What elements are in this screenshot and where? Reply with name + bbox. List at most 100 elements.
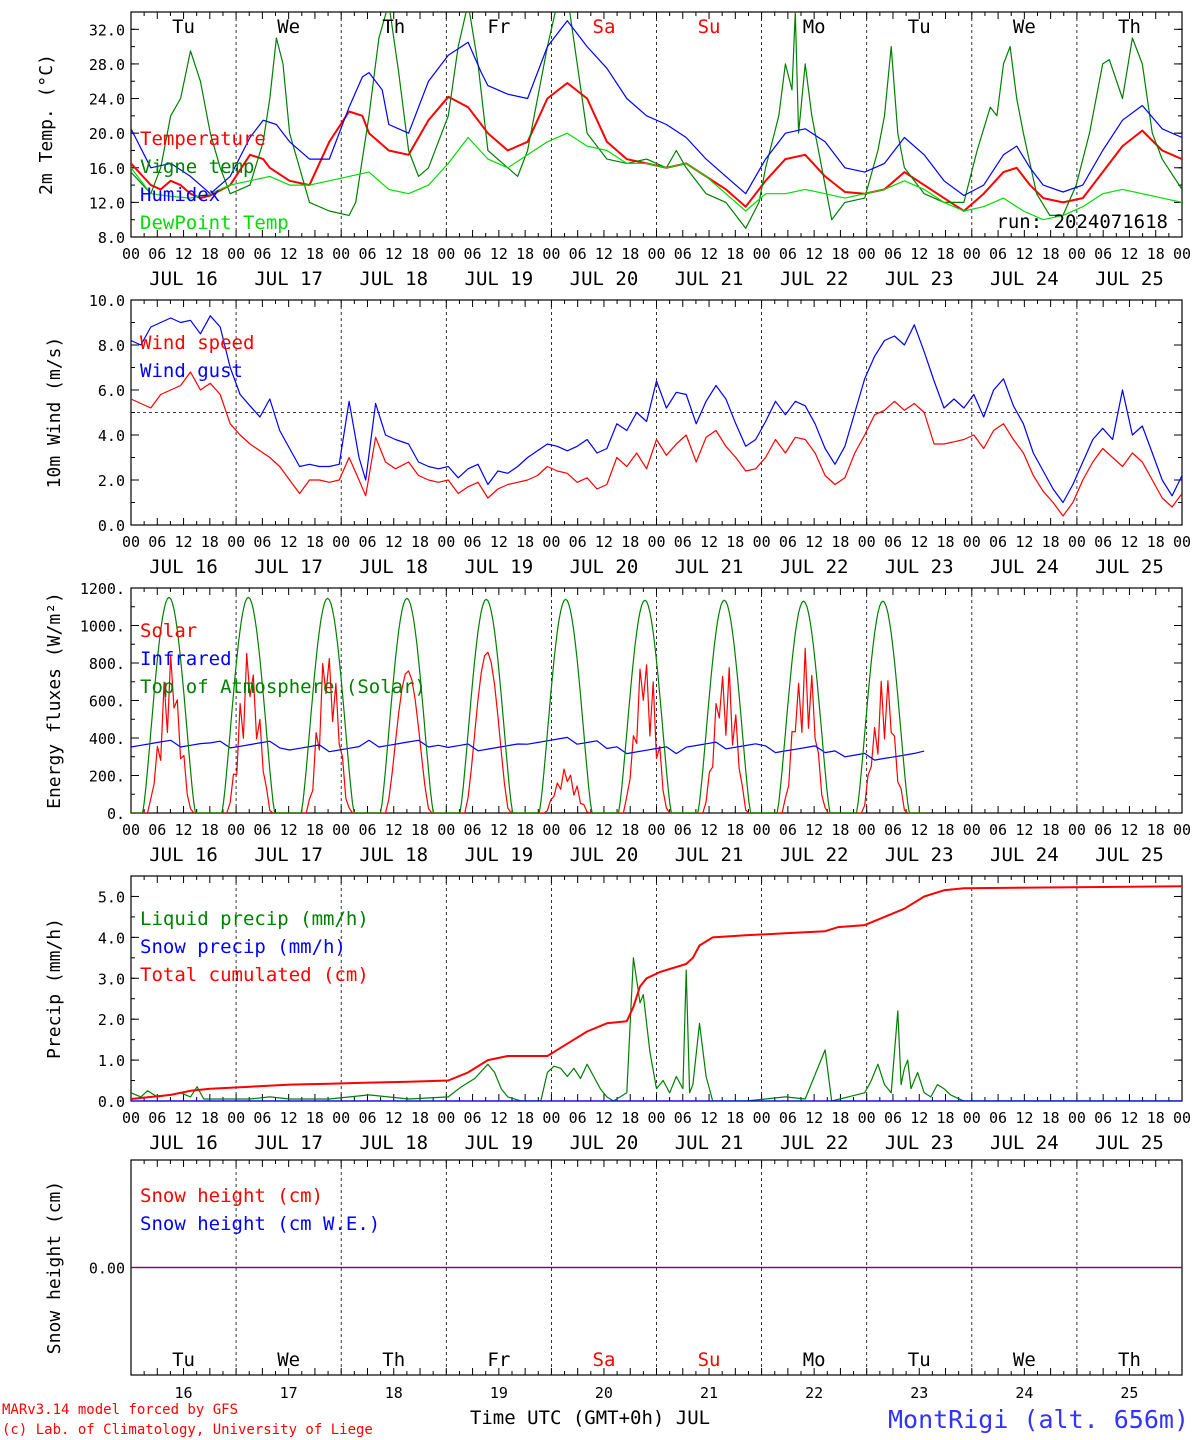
hour-tick-label: 18	[936, 245, 954, 263]
hour-tick-label: 18	[306, 1109, 324, 1127]
hour-tick-label: 00	[332, 245, 350, 263]
y-tick-label: 0.	[107, 805, 125, 823]
hour-tick-label: 00	[858, 821, 876, 839]
hour-tick-label: 00	[1068, 245, 1086, 263]
legend-entry: Top of Atmosphere (Solar)	[140, 676, 426, 698]
date-label: JUL 23	[885, 844, 954, 866]
hour-tick-label: 06	[989, 245, 1007, 263]
date-label: JUL 17	[254, 844, 323, 866]
hour-tick-label: 12	[910, 533, 928, 551]
hour-tick-label: 00	[227, 245, 245, 263]
hour-tick-label: 12	[490, 821, 508, 839]
hour-tick-label: 12	[1015, 245, 1033, 263]
date-label: JUL 22	[780, 1132, 849, 1154]
hour-tick-label: 00	[1173, 821, 1191, 839]
day-name-label: Th	[382, 1349, 405, 1371]
hour-tick-label: 00	[122, 533, 140, 551]
y-tick-label: 4.0	[98, 929, 125, 947]
hour-tick-label: 18	[516, 821, 534, 839]
chart-panel-1: 8.0 12.0 16.0 20.0 24.0 28.0 32.0 2m Temp. (°C)…	[36, 11, 1191, 290]
date-label: JUL 17	[254, 556, 323, 578]
hour-tick-label: 06	[1094, 1109, 1112, 1127]
date-label: JUL 18	[359, 556, 428, 578]
y-axis-label: 2m Temp. (°C)	[36, 54, 57, 195]
location-title: MontRigi (alt. 656m)	[888, 1405, 1189, 1434]
hour-tick-label: 00	[227, 821, 245, 839]
hour-tick-label: 00	[542, 821, 560, 839]
y-tick-label: 4.0	[98, 427, 125, 445]
date-label: JUL 23	[885, 1132, 954, 1154]
y-tick-label: 3.0	[98, 970, 125, 988]
hour-tick-label: 12	[910, 1109, 928, 1127]
day-number-label: 22	[805, 1384, 823, 1402]
date-label: JUL 21	[675, 844, 744, 866]
hour-tick-label: 00	[1068, 1109, 1086, 1127]
hour-tick-label: 00	[647, 245, 665, 263]
hour-tick-label: 00	[963, 245, 981, 263]
hour-tick-label: 12	[1120, 821, 1138, 839]
hour-tick-label: 00	[647, 821, 665, 839]
date-label: JUL 16	[149, 1132, 218, 1154]
hour-tick-label: 12	[385, 1109, 403, 1127]
series-line-total-cumulated-cm-	[131, 885, 1182, 1100]
y-tick-label: 6.0	[98, 382, 125, 400]
legend-entry: Wind speed	[140, 332, 254, 354]
series-group	[131, 596, 925, 813]
legend-entry: Snow precip (mm/h)	[140, 936, 346, 958]
legend-entry: Wind gust	[140, 360, 243, 382]
day-name-label: Th	[1118, 1349, 1141, 1371]
hour-tick-label: 00	[332, 1109, 350, 1127]
series-line-liquid-precip-mm-h-	[131, 957, 1182, 1101]
hour-tick-label: 12	[595, 245, 613, 263]
series-line-humidex	[131, 20, 1182, 197]
hour-tick-label: 00	[963, 533, 981, 551]
day-number-label: 23	[910, 1384, 928, 1402]
chart-panel-3: 0. 200. 400. 600. 800. 1000. 1200. Energy fluxe…	[44, 580, 1191, 866]
hour-tick-label: 12	[280, 245, 298, 263]
date-label: JUL 25	[1095, 268, 1164, 290]
date-label: JUL 18	[359, 268, 428, 290]
hour-tick-label: 06	[779, 821, 797, 839]
date-label: JUL 24	[990, 556, 1059, 578]
date-label: JUL 20	[570, 268, 639, 290]
hour-tick-label: 06	[779, 533, 797, 551]
hour-tick-label: 06	[884, 533, 902, 551]
date-label: JUL 25	[1095, 1132, 1164, 1154]
hour-tick-label: 12	[385, 533, 403, 551]
hour-tick-label: 00	[542, 1109, 560, 1127]
day-name-label: Su	[698, 16, 721, 38]
date-label: JUL 25	[1095, 556, 1164, 578]
plot-frame	[130, 587, 1183, 814]
hour-tick-label: 06	[464, 245, 482, 263]
date-label: JUL 24	[990, 268, 1059, 290]
date-label: JUL 20	[570, 556, 639, 578]
hour-tick-label: 18	[936, 1109, 954, 1127]
hour-tick-label: 06	[358, 245, 376, 263]
hour-tick-label: 06	[779, 245, 797, 263]
hour-tick-label: 06	[569, 1109, 587, 1127]
hour-tick-label: 12	[280, 533, 298, 551]
day-name-label: We	[277, 16, 300, 38]
hour-tick-label: 06	[358, 1109, 376, 1127]
hour-tick-label: 18	[621, 245, 639, 263]
hour-tick-label: 18	[201, 821, 219, 839]
series-group	[131, 315, 1182, 517]
footer: MARv3.14 model forced by GFS (c) Lab. of…	[2, 1402, 1189, 1438]
y-tick-label: 5.0	[98, 888, 125, 906]
day-number-label: 21	[700, 1384, 718, 1402]
day-name-label: Mo	[803, 1349, 826, 1371]
hour-tick-label: 06	[569, 533, 587, 551]
y-tick-label: 8.0	[98, 337, 125, 355]
day-name-label: Sa	[593, 16, 616, 38]
x-axis-title: Time UTC (GMT+0h) JUL	[470, 1407, 710, 1429]
hour-tick-label: 18	[621, 821, 639, 839]
hour-tick-label: 06	[989, 533, 1007, 551]
y-tick-label: 200.	[89, 768, 125, 786]
hour-tick-label: 00	[437, 1109, 455, 1127]
hour-tick-label: 00	[437, 821, 455, 839]
hour-tick-label: 18	[201, 533, 219, 551]
hour-tick-label: 00	[1173, 1109, 1191, 1127]
hour-tick-label: 12	[1015, 533, 1033, 551]
series-line-wind-gust	[131, 315, 1182, 504]
hour-tick-label: 06	[148, 821, 166, 839]
